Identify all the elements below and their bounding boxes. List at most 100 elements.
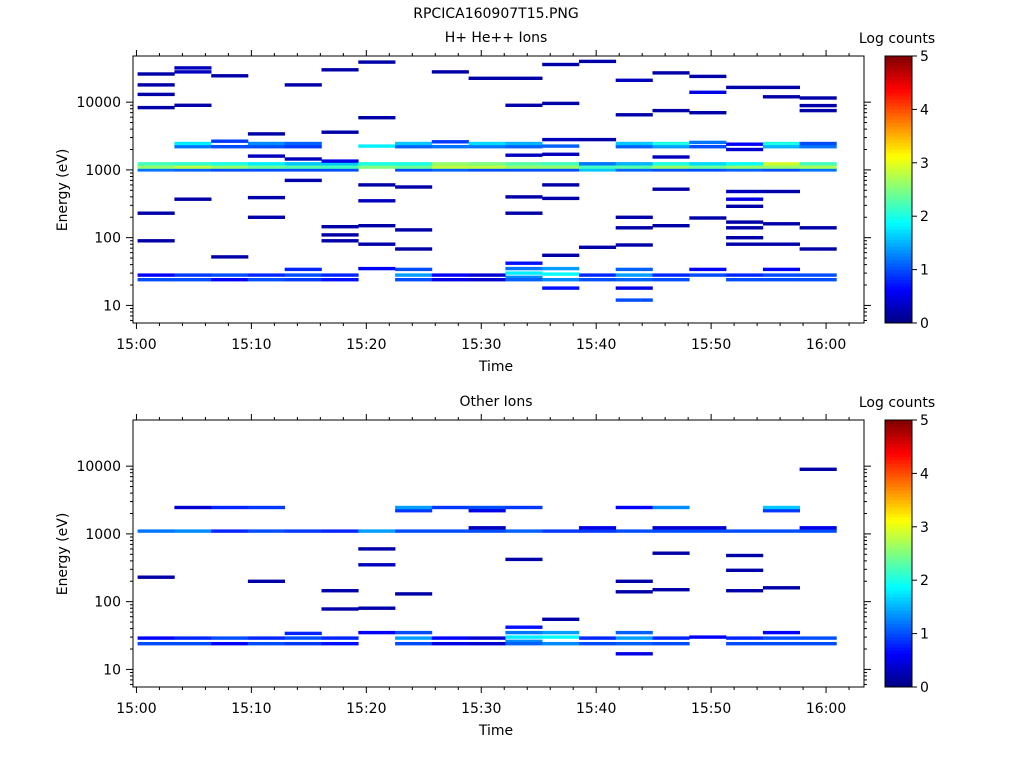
x-tick-label: 15:00 — [116, 337, 156, 353]
heatmap-cell — [247, 529, 285, 533]
heatmap-cell — [284, 145, 322, 149]
heatmap-cell — [689, 74, 727, 79]
plot-frame — [132, 419, 865, 688]
heatmap-cell — [211, 529, 249, 533]
heatmap-cell — [579, 168, 617, 172]
heatmap-cell — [395, 630, 433, 635]
colorbar-segment — [885, 440, 912, 444]
heatmap-cell — [689, 168, 727, 172]
heatmap-cell — [247, 642, 285, 646]
colorbar-label: Log counts — [859, 31, 935, 47]
heatmap-cell — [505, 630, 543, 635]
colorbar-segment — [885, 252, 912, 257]
colorbar-segment — [885, 69, 912, 74]
heatmap-cell — [762, 630, 800, 635]
heatmap-cell — [284, 83, 322, 87]
colorbar-segment — [885, 236, 912, 240]
heatmap-cell — [358, 529, 396, 533]
colorbar-segment — [885, 600, 912, 604]
colorbar-segment — [885, 546, 912, 551]
heatmap-cell — [579, 526, 617, 530]
colorbar-segment — [885, 259, 912, 264]
colorbar-segment — [885, 129, 912, 134]
heatmap-cell — [615, 162, 653, 166]
heatmap-cell — [579, 642, 617, 646]
heatmap-cell — [615, 636, 653, 640]
colorbar-segment — [885, 536, 912, 541]
heatmap-cell — [505, 278, 543, 282]
heatmap-cell — [395, 278, 433, 282]
heatmap-cell — [137, 165, 175, 169]
heatmap-cell — [505, 505, 543, 510]
x-axis-ticks: 15:00 15:10 15:20 15:30 15:40 15:50 16:00 — [116, 50, 850, 353]
y-tick-label: 100 — [94, 595, 121, 611]
heatmap-cell — [505, 635, 543, 639]
heatmap-cell — [137, 239, 175, 243]
colorbar-segment — [885, 446, 912, 451]
heatmap-cell — [284, 636, 322, 640]
heatmap-cell — [652, 108, 690, 113]
heatmap-cell — [284, 165, 322, 169]
heatmap-cell — [137, 105, 175, 110]
heatmap-cell — [799, 526, 837, 530]
heatmap-cell — [762, 242, 800, 246]
colorbar-tick-label: 2 — [920, 209, 929, 225]
heatmap-cell — [284, 278, 322, 282]
heatmap-cell — [211, 139, 249, 143]
heatmap-cell — [211, 278, 249, 282]
heatmap-cell — [579, 59, 617, 64]
heatmap-cell — [211, 636, 249, 640]
heatmap-cell — [542, 529, 580, 533]
heatmap-cell — [284, 267, 322, 272]
y-tick-label: 1000 — [85, 163, 121, 179]
heatmap-cell — [799, 467, 837, 471]
colorbar-segment — [885, 66, 912, 70]
heatmap-cell — [284, 273, 322, 277]
heatmap-cell — [247, 162, 285, 166]
heatmap-cell — [247, 579, 285, 583]
colorbar-tick-label: 2 — [920, 573, 929, 589]
colorbar: 0 1 2 3 4 5 — [884, 413, 929, 696]
heatmap-cell — [321, 162, 359, 166]
heatmap-cell — [726, 147, 764, 152]
heatmap-cell — [395, 509, 433, 513]
heatmap-cell — [247, 273, 285, 277]
heatmap-cell — [468, 505, 506, 510]
colorbar-segment — [885, 126, 912, 130]
colorbar-segment — [885, 86, 912, 90]
heatmap-cell — [615, 298, 653, 302]
colorbar-segment — [885, 590, 912, 594]
heatmap-cell — [542, 183, 580, 187]
heatmap-cell — [542, 266, 580, 271]
heatmap-cell — [137, 278, 175, 282]
heatmap-cell — [468, 278, 506, 282]
heatmap-cell — [247, 278, 285, 282]
heatmap-cell — [211, 145, 249, 149]
heatmap-cell — [395, 273, 433, 277]
heatmap-cell — [174, 66, 212, 70]
x-tick-label: 15:40 — [576, 337, 616, 353]
heatmap-cell — [615, 141, 653, 146]
colorbar-segment — [885, 179, 912, 184]
colorbar: 0 1 2 3 4 5 — [884, 49, 929, 332]
colorbar-segment — [885, 563, 912, 568]
heatmap-cell — [468, 526, 506, 530]
heatmap-cell — [689, 273, 727, 277]
heatmap-cell — [284, 529, 322, 533]
heatmap-cell — [321, 636, 359, 640]
heatmap-cell — [321, 642, 359, 646]
heatmap-cell — [174, 642, 212, 646]
heatmap-cell — [579, 165, 617, 169]
heatmap-cell — [321, 589, 359, 593]
colorbar-segment — [885, 666, 912, 671]
colorbar-segment — [885, 670, 912, 675]
colorbar-segment — [885, 533, 912, 538]
heatmap-cell — [762, 95, 800, 99]
colorbar-segment — [885, 540, 912, 544]
colorbar-segment — [885, 576, 912, 581]
heatmap-cell — [542, 137, 580, 142]
colorbar-segment — [885, 182, 912, 187]
colorbar-segment — [885, 206, 912, 210]
heatmap-cell — [137, 162, 175, 166]
colorbar-tick-label: 5 — [920, 49, 929, 65]
